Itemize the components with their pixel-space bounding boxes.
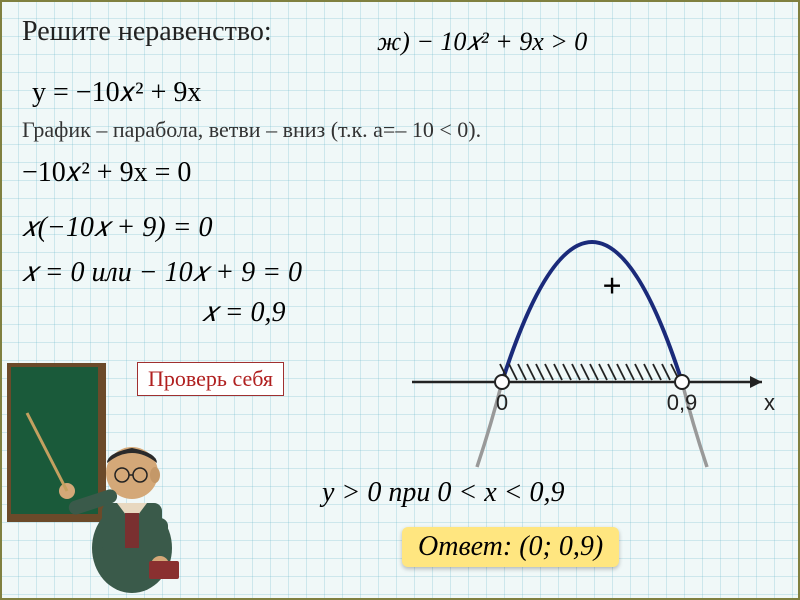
answer-box: Ответ: (0; 0,9) (402, 527, 619, 567)
parabola-graph: x +0 0,9 (402, 202, 782, 472)
svg-text:+: + (602, 268, 621, 305)
equation-step-2: 𝑥(−10𝑥 + 9) = 0 (22, 212, 213, 244)
problem-statement: ж) − 10𝑥² + 9x > 0 (377, 27, 587, 58)
condition-text: y > 0 при 0 < x < 0,9 (322, 477, 565, 509)
function-definition: y = −10𝑥² + 9x (32, 77, 201, 109)
problem-expression: − 10𝑥² + 9x > 0 (416, 27, 587, 56)
equation-solution: 𝑥 = 0,9 (202, 297, 286, 329)
equation-step-1: −10𝑥² + 9x = 0 (22, 157, 191, 189)
teacher-illustration (7, 363, 192, 593)
parabola-note: График – парабола, ветви – вниз (т.к. a=… (22, 117, 481, 143)
problem-label: ж) (377, 27, 410, 56)
svg-text:x: x (764, 390, 775, 415)
equation-step-3: 𝑥 = 0 или − 10𝑥 + 9 = 0 (22, 257, 302, 289)
svg-text:0: 0 (496, 390, 508, 415)
svg-text:0,9: 0,9 (667, 390, 698, 415)
